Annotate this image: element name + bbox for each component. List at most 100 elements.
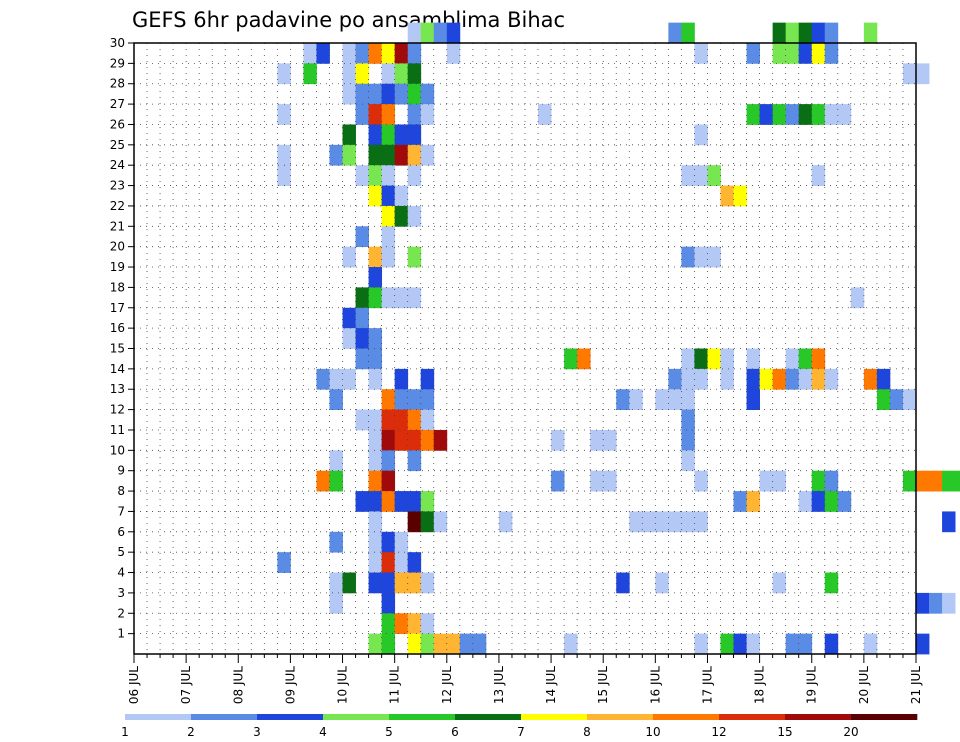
heatmap-cell	[772, 572, 787, 594]
heatmap-cell	[407, 144, 422, 166]
heatmap-cell	[824, 491, 839, 512]
y-axis: 1234567891011121314151617181920212223242…	[110, 36, 134, 641]
colorbar-label: 6	[451, 725, 459, 739]
heatmap-cell	[720, 348, 734, 370]
colorbar-swatch	[653, 714, 720, 720]
heatmap-cell	[407, 389, 422, 410]
heatmap-cell	[459, 633, 474, 655]
heatmap-cell	[329, 572, 343, 594]
heatmap-cell	[916, 470, 930, 492]
heatmap-cell	[420, 409, 435, 431]
heatmap-cell	[381, 450, 396, 472]
colorbar-swatch	[389, 714, 456, 720]
heatmap-cell	[368, 83, 383, 105]
y-tick-label: 27	[110, 97, 125, 111]
heatmap-cell	[746, 43, 760, 64]
heatmap-cell	[368, 368, 383, 390]
heatmap-cell	[824, 43, 839, 64]
heatmap-cell	[655, 511, 669, 533]
heatmap-cell	[394, 43, 409, 64]
heatmap-cell	[381, 552, 396, 573]
y-tick-label: 15	[110, 342, 125, 356]
heatmap-cell	[407, 511, 422, 533]
heatmap-cell	[929, 470, 943, 492]
heatmap-cell	[746, 104, 760, 125]
heatmap-cell	[381, 633, 396, 655]
heatmap-cell	[616, 389, 630, 410]
heatmap-cell	[733, 633, 747, 655]
heatmap-cell	[381, 613, 396, 635]
heatmap-cell	[368, 328, 383, 349]
heatmap-cell	[916, 592, 930, 614]
y-tick-label: 7	[117, 504, 125, 518]
heatmap-cell	[277, 144, 291, 166]
heatmap-cell	[316, 43, 330, 64]
y-tick-label: 1	[117, 627, 125, 641]
y-tick-label: 14	[110, 362, 125, 376]
heatmap-cell	[772, 104, 787, 125]
heatmap-cell	[329, 470, 343, 492]
y-tick-label: 5	[117, 545, 125, 559]
heatmap-cell	[772, 368, 787, 390]
heatmap-cell	[681, 246, 695, 268]
heatmap-cell	[368, 104, 383, 125]
heatmap-cell	[407, 613, 422, 635]
heatmap-cell	[746, 348, 760, 370]
heatmap-cell	[668, 511, 682, 533]
heatmap-cell	[733, 491, 747, 512]
colorbar-label: 2	[187, 725, 195, 739]
x-tick-label: 14 JUL	[544, 666, 558, 704]
heatmap-cell	[811, 368, 826, 390]
heatmap-cell	[590, 470, 604, 492]
heatmap-cell	[407, 83, 422, 105]
x-tick-label: 21 JUL	[909, 666, 923, 704]
heatmap-cell	[407, 165, 422, 186]
heatmap-cell	[394, 409, 409, 431]
heatmap-cell	[394, 205, 409, 227]
heatmap-cell	[329, 368, 343, 390]
heatmap-cell	[433, 511, 448, 533]
heatmap-cell	[798, 43, 813, 64]
heatmap-cell	[329, 389, 343, 410]
heatmap-cell	[420, 368, 435, 390]
heatmap-cell	[746, 368, 760, 390]
heatmap-cell	[342, 124, 356, 146]
heatmap-cell	[420, 389, 435, 410]
heatmap-cell	[303, 43, 317, 64]
y-tick-label: 9	[117, 464, 125, 478]
heatmap-cell	[720, 368, 734, 390]
heatmap-cell	[655, 389, 669, 410]
x-tick-label: 16 JUL	[648, 666, 662, 704]
colorbar-swatch	[323, 714, 390, 720]
y-tick-label: 23	[110, 179, 125, 193]
heatmap-cell	[681, 511, 695, 533]
heatmap-cell	[381, 572, 396, 594]
heatmap-cell	[824, 470, 839, 492]
heatmap-cell	[394, 613, 409, 635]
heatmap-cell	[355, 83, 369, 105]
heatmap-cell	[551, 470, 565, 492]
heatmap-cell	[433, 22, 448, 44]
colorbar-label: 20	[843, 725, 858, 739]
colorbar-label: 12	[711, 725, 726, 739]
heatmap-cell	[394, 531, 409, 553]
heatmap-cell	[681, 409, 695, 431]
heatmap-cell	[355, 63, 369, 85]
heatmap-cell	[420, 633, 435, 655]
heatmap-cell	[368, 531, 383, 553]
heatmap-cell	[564, 633, 578, 655]
heatmap-cell	[342, 246, 356, 268]
heatmap-cell	[876, 368, 891, 390]
heatmap-cell	[368, 450, 383, 472]
colorbar-swatch	[125, 714, 192, 720]
heatmap-cell	[942, 470, 956, 492]
heatmap-cell	[420, 613, 435, 635]
heatmap-cell	[733, 185, 747, 207]
heatmap-cell	[824, 572, 839, 594]
heatmap-cell	[707, 246, 721, 268]
colorbar-label: 15	[777, 725, 792, 739]
heatmap-cell	[902, 389, 917, 410]
heatmap-cell	[824, 633, 839, 655]
heatmap-cell	[902, 63, 917, 85]
heatmap-cell	[785, 104, 800, 125]
